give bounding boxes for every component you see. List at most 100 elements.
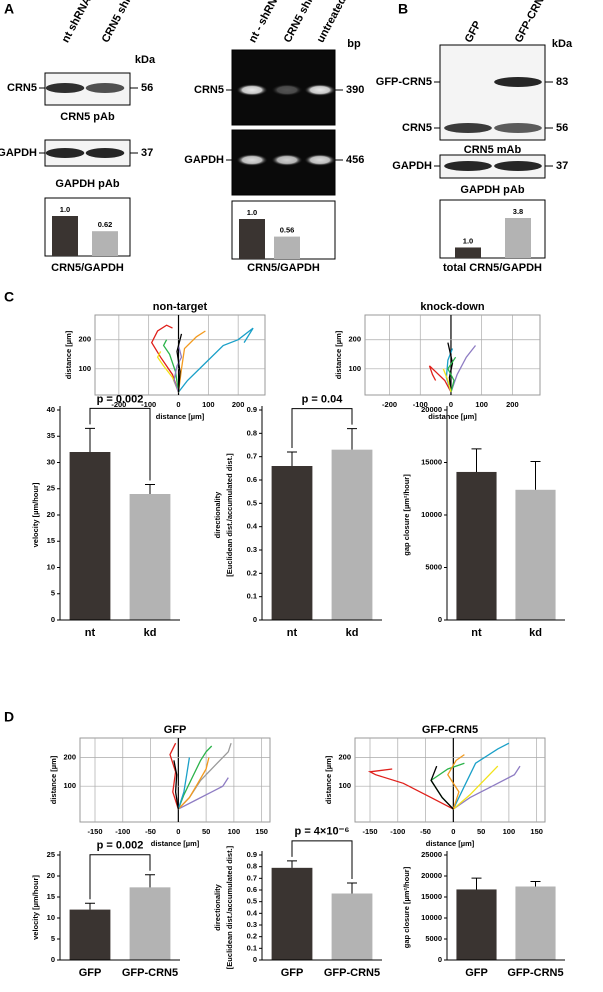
marker-label: CRN5 [194, 84, 224, 96]
y-tick-label: 20 [47, 510, 55, 519]
y-tick-label: 0.4 [247, 908, 258, 917]
track [447, 342, 454, 393]
track [430, 765, 454, 810]
y-tick-label: 0.1 [247, 592, 257, 601]
annotation: p = 0.002 [97, 840, 144, 852]
track [177, 757, 191, 810]
error-bar [287, 451, 297, 466]
marker-label: GAPDH [0, 147, 37, 159]
error-bar [85, 427, 95, 452]
track [447, 754, 465, 810]
y-tick-label: 0.7 [247, 873, 257, 882]
y-tick-label: 0 [253, 615, 257, 624]
y-tick-label: 20 [47, 871, 55, 880]
y-axis-label: distance [µm] [64, 330, 73, 379]
band [45, 83, 85, 93]
y-tick-label: 0 [438, 615, 442, 624]
x-tick-label: -150 [362, 827, 377, 836]
error-bar [145, 874, 155, 888]
y-tick-label: 0.7 [247, 452, 257, 461]
band [444, 161, 492, 171]
value-label: 0.56 [280, 226, 295, 235]
y-axis-label: gap closure [µm²/hour] [402, 474, 411, 556]
y-tick-label: 100 [338, 781, 351, 790]
y-tick-label: 25 [47, 484, 55, 493]
x-tick-label: -100 [390, 827, 405, 836]
y-tick-label: 0 [51, 615, 55, 624]
x-tick-label: -150 [87, 827, 102, 836]
y-tick-label: 15 [47, 892, 55, 901]
y-tick-label: 0.5 [247, 897, 257, 906]
panel-label: C [4, 289, 14, 305]
y-axis-label: [Euclidean dist./accumulated dist.] [225, 453, 234, 577]
bar [69, 452, 111, 620]
x-tick-label: 100 [202, 400, 215, 409]
x-tick-label: -100 [141, 400, 156, 409]
y-tick-label: 0 [253, 955, 257, 964]
bar [331, 893, 373, 960]
blot-caption: GAPDH pAb [460, 184, 524, 196]
axis [59, 851, 180, 961]
x-tick-label: -200 [382, 400, 397, 409]
band [304, 154, 336, 166]
plot-frame [364, 314, 541, 396]
x-axis-label: CRN5/GAPDH [51, 262, 124, 274]
y-tick-label: 0.2 [247, 568, 257, 577]
track [452, 742, 510, 810]
x-tick-label: 100 [475, 400, 488, 409]
panel-label: B [398, 1, 408, 17]
band [85, 148, 125, 158]
error-bar [530, 460, 541, 490]
y-tick-label: 200 [348, 335, 361, 344]
band [236, 154, 268, 166]
x-tick-label: 100 [228, 827, 241, 836]
bar [69, 909, 111, 960]
annotation: p = 4×10⁻⁶ [295, 826, 350, 838]
value-label: 1.0 [247, 208, 257, 217]
y-tick-label: 10000 [421, 510, 442, 519]
y-tick-label: 0.2 [247, 932, 257, 941]
unit-label: kDa [552, 38, 573, 50]
band [271, 154, 303, 166]
chart-title: GFP [164, 724, 187, 736]
y-tick-label: 35 [47, 431, 55, 440]
marker-label: GAPDH [392, 160, 432, 172]
error-bar [530, 880, 541, 887]
y-tick-label: 200 [63, 752, 76, 761]
value-label: 0.62 [98, 220, 113, 229]
x-tick-label: nt [287, 627, 298, 639]
x-tick-label: kd [346, 627, 359, 639]
marker-size: 83 [556, 76, 568, 88]
x-tick-label: kd [529, 627, 542, 639]
x-tick-label: GFP [79, 967, 102, 979]
x-tick-label: 200 [506, 400, 519, 409]
track [177, 330, 206, 393]
track [452, 765, 521, 810]
x-tick-label: 0 [176, 827, 180, 836]
unit-label: bp [347, 38, 361, 50]
y-tick-label: 0.5 [247, 498, 257, 507]
track [177, 745, 213, 810]
x-tick-label: 0 [451, 827, 455, 836]
error-bar [347, 428, 357, 450]
significance-bracket [291, 408, 353, 448]
band [45, 148, 85, 158]
error-bar [287, 860, 297, 868]
y-tick-label: 200 [338, 752, 351, 761]
track [173, 760, 179, 810]
axis [446, 851, 565, 961]
bar [456, 889, 497, 960]
bar [271, 466, 313, 620]
lane-label: untreated [315, 0, 349, 45]
error-bar [347, 882, 357, 894]
x-tick-label: -50 [420, 827, 431, 836]
track [367, 768, 454, 810]
y-tick-label: 0.3 [247, 545, 257, 554]
x-axis-label: distance [µm] [151, 839, 200, 848]
x-tick-label: -50 [145, 827, 156, 836]
y-tick-label: 10000 [421, 913, 442, 922]
x-tick-label: GFP-CRN5 [324, 967, 380, 979]
significance-bracket [89, 407, 151, 481]
x-tick-label: GFP-CRN5 [122, 967, 178, 979]
y-tick-label: 15000 [421, 892, 442, 901]
